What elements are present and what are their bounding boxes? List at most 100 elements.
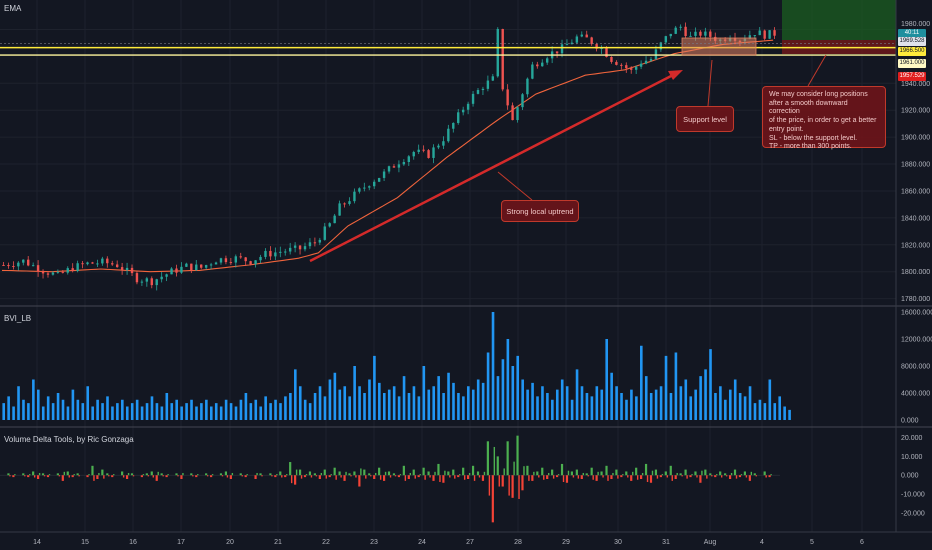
bvi-bar — [491, 312, 495, 420]
bvi-bar — [318, 386, 322, 420]
candle-body — [669, 33, 672, 37]
bvi-bar — [773, 403, 777, 420]
bvi-bar — [407, 393, 411, 420]
candle-body — [417, 149, 420, 152]
bvi-bar — [145, 403, 149, 420]
bvi-bar — [615, 386, 618, 420]
bvi-bar — [753, 403, 757, 420]
price-badge: 1961.000 — [898, 59, 926, 68]
support-zone-box[interactable] — [681, 37, 757, 56]
candle-body — [699, 31, 702, 36]
bvi-bar — [81, 403, 85, 420]
price-axis-labels: 1780.000 1800.000 1820.000 1840.000 1860.000… — [901, 21, 930, 303]
bvi-bar — [239, 399, 243, 420]
candle-body — [605, 48, 608, 57]
candle-body — [130, 267, 134, 274]
price-badge: 40:11 — [898, 29, 926, 38]
time-tick-label: 16 — [129, 539, 137, 546]
candle-body — [758, 30, 761, 36]
candle-body — [115, 264, 119, 268]
candle-body — [639, 63, 643, 67]
support-level-callout[interactable]: Support level — [676, 106, 734, 132]
bvi-bar — [580, 386, 584, 420]
time-tick-label: 30 — [614, 539, 622, 546]
bvi-bar — [7, 396, 10, 420]
bvi-bar — [200, 403, 203, 420]
candle-body — [56, 271, 60, 273]
candle-body — [486, 80, 490, 89]
candle-body — [338, 203, 341, 216]
candle-body — [748, 35, 752, 39]
bvi-bar — [748, 386, 752, 420]
candle-body — [461, 109, 465, 113]
candle-body — [536, 64, 539, 67]
candle-body — [709, 31, 712, 37]
candle-body — [2, 264, 5, 266]
time-tick-label: 27 — [466, 539, 474, 546]
bvi-bar — [640, 345, 643, 420]
candle-body — [274, 252, 277, 257]
strategy-callout-line — [807, 54, 827, 87]
bvi-bar — [555, 389, 559, 420]
candle-body — [387, 166, 391, 172]
bvi-bar — [378, 382, 381, 420]
candle-body — [224, 258, 228, 263]
bvi-bar — [259, 406, 263, 420]
bvi-bar — [36, 389, 40, 420]
candle-body — [447, 128, 450, 142]
bvi-bar — [387, 389, 391, 420]
bvi-bar — [649, 393, 653, 420]
bvi-bar — [244, 393, 248, 420]
candle-body — [31, 265, 35, 267]
candle-body — [219, 258, 223, 263]
strategy-callout[interactable]: We may consider long positions after a s… — [762, 86, 886, 150]
candle-body — [506, 89, 509, 106]
candle-body — [501, 29, 504, 90]
candle-body — [17, 262, 20, 267]
price-tick-label: 1800.000 — [901, 269, 930, 276]
bvi-bar — [86, 386, 90, 420]
bvi-bar — [630, 389, 633, 420]
candle-body — [526, 78, 529, 95]
price-tick-label: 1940.000 — [901, 81, 930, 88]
candle-body — [333, 215, 336, 224]
take-profit-zone[interactable] — [782, 0, 896, 40]
bvi-pane[interactable]: BVI_LB 0.000 4000.000 8000.000 12000.000 160… — [2, 310, 932, 425]
bvi-bar — [51, 403, 55, 420]
bvi-bar — [560, 379, 564, 420]
candle-body — [684, 26, 687, 37]
bvi-bar — [467, 386, 470, 420]
price-badge: 1957.529 — [898, 72, 926, 81]
candle-body — [229, 262, 233, 264]
price-pane-title: EMA — [4, 4, 22, 13]
uptrend-arrow[interactable] — [309, 72, 676, 263]
bvi-bar — [531, 382, 534, 420]
bvi-bar — [684, 379, 688, 420]
bvi-bar — [294, 369, 297, 420]
candle-body — [41, 271, 45, 274]
bvi-bar — [462, 396, 465, 420]
uptrend-callout[interactable]: Strong local uptrend — [501, 200, 579, 222]
candle-body — [590, 37, 593, 45]
bvi-bar — [768, 379, 772, 420]
bvi-bar — [323, 396, 327, 420]
bvi-bar — [699, 376, 702, 420]
price-tick-label: 1980.000 — [901, 21, 930, 28]
volume-delta-pane[interactable]: Volume Delta Tools, by Ric Gonzaga 20.00… — [0, 435, 925, 523]
bvi-bar — [195, 406, 198, 420]
candle-body — [200, 264, 203, 268]
bvi-bar — [284, 396, 287, 420]
candle-body — [392, 166, 396, 168]
bvi-bar — [382, 393, 386, 420]
candle-body — [155, 279, 158, 286]
candle-body — [36, 265, 40, 272]
bvi-bar — [679, 386, 683, 420]
bvi-bar — [486, 352, 490, 420]
bvi-bar — [22, 399, 25, 420]
candle-body — [343, 203, 346, 205]
strategy-line-5: SL - below the support level. — [769, 134, 858, 142]
bvi-bar — [437, 376, 440, 420]
price-pane[interactable]: EMA 1780.000 1800.000 1820.000 1840.000 1860… — [0, 0, 930, 303]
bvi-bar — [501, 359, 505, 420]
